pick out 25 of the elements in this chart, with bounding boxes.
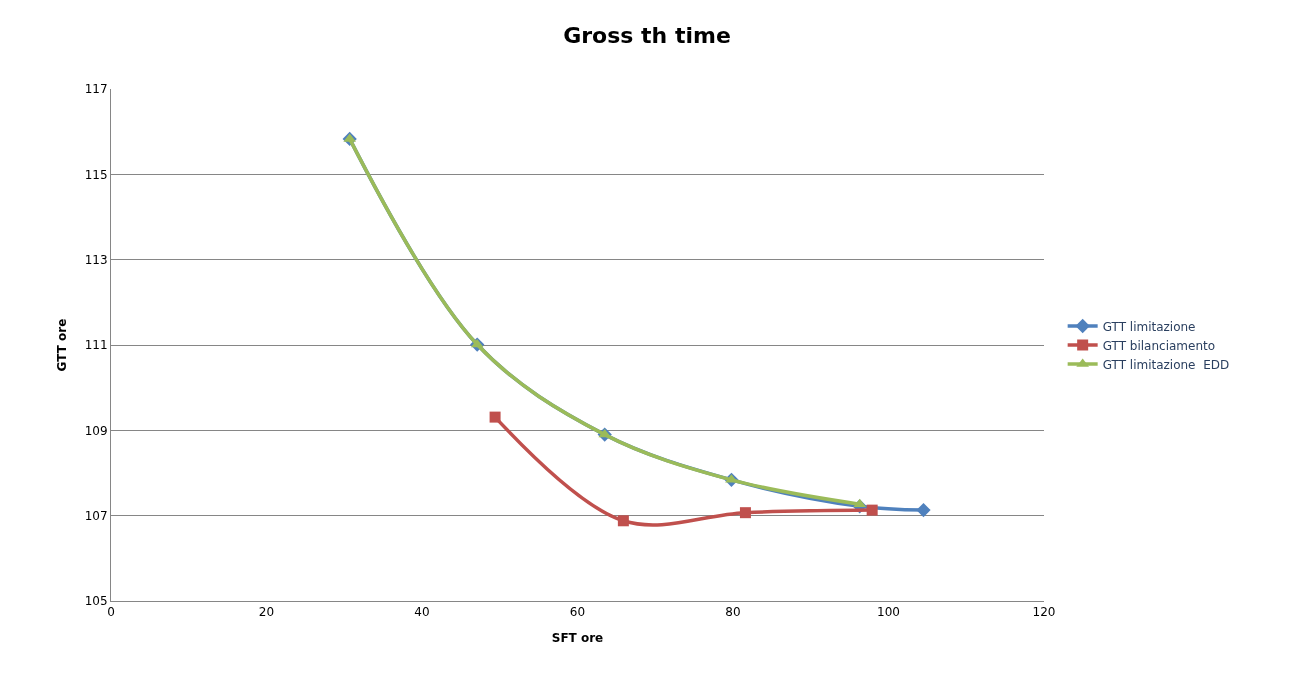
legend-label: GTT bilanciamento bbox=[1102, 338, 1216, 353]
y-tick-label: 109 bbox=[84, 423, 108, 438]
point bbox=[739, 507, 751, 519]
legend-label: GTT limitazione bbox=[1102, 319, 1196, 334]
y-tick-label: 115 bbox=[84, 167, 108, 182]
x-tick-label: 60 bbox=[569, 605, 586, 620]
x-tick-label: 20 bbox=[258, 605, 275, 620]
point bbox=[617, 515, 629, 527]
y-tick-label: 117 bbox=[84, 82, 108, 97]
x-tick-label: 40 bbox=[414, 605, 430, 620]
legend-label: GTT limitazione EDD bbox=[1102, 357, 1230, 372]
y-tick-label: 113 bbox=[84, 252, 108, 267]
x-tick-label: 120 bbox=[1032, 605, 1056, 620]
point bbox=[866, 504, 878, 516]
y-tick-label: 105 bbox=[84, 594, 108, 609]
point bbox=[489, 411, 501, 423]
chart-title: Gross th time bbox=[563, 23, 731, 49]
y-tick-label: 111 bbox=[84, 338, 108, 353]
y-axis-title: GTT ore bbox=[54, 318, 69, 372]
point bbox=[916, 502, 931, 518]
x-axis-title: SFT ore bbox=[551, 631, 604, 646]
x-tick-label: 80 bbox=[725, 605, 741, 620]
x-tick-label: 100 bbox=[877, 605, 900, 620]
y-tick-label: 107 bbox=[84, 508, 108, 523]
x-tick-label: 0 bbox=[107, 605, 115, 620]
